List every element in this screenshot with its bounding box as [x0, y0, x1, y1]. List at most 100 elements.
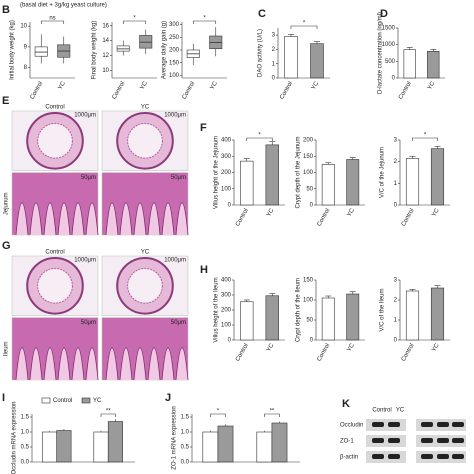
- villus: [43, 347, 57, 381]
- x-tick-label: YC: [311, 80, 321, 91]
- significance-bracket: [122, 20, 147, 24]
- x-tick-label: YC: [346, 342, 356, 353]
- y-tick-label: 150: [169, 60, 180, 66]
- y-axis-label: Villus height of the Ileum: [214, 277, 220, 342]
- y-tick-label: 400: [221, 138, 232, 144]
- significance-bracket: [290, 25, 318, 29]
- y-tick-label: 200: [169, 48, 180, 54]
- significance-label: ns: [49, 16, 55, 22]
- y-tick-label: 100: [303, 298, 314, 304]
- legend-label: Control: [53, 398, 72, 404]
- bar: [265, 295, 279, 341]
- y-tick-label: 1.0: [181, 430, 190, 436]
- villus: [71, 347, 85, 381]
- villus: [29, 202, 43, 236]
- legend-swatch: [41, 397, 51, 404]
- blot-row: Occludin: [340, 423, 363, 429]
- bar: [310, 43, 324, 79]
- x-tick-label: Control: [316, 208, 331, 228]
- blot-band: [388, 422, 400, 427]
- scale-label: 50μm: [81, 320, 96, 326]
- tissue-lumen: [37, 122, 73, 159]
- significance-bracket: [246, 137, 273, 141]
- villus: [15, 347, 29, 381]
- blot-band: [372, 422, 384, 427]
- bar: [240, 301, 254, 341]
- significance-bracket: [100, 413, 116, 417]
- blot-band: [437, 422, 449, 427]
- y-axis-label: Crypt depth of the Jejunum: [296, 136, 302, 208]
- significance-bracket: [412, 137, 438, 141]
- x-tick-label: Control: [316, 343, 331, 363]
- bar: [346, 293, 360, 341]
- x-tick-label: YC: [431, 207, 441, 218]
- y-tick-label: 500: [385, 59, 396, 65]
- x-tick-label: YC: [57, 80, 67, 91]
- y-tick-label: 0: [394, 338, 398, 344]
- tissue-lumen: [127, 122, 163, 159]
- box: [34, 46, 48, 57]
- blot-column: Control: [372, 408, 391, 414]
- significance-bracket: [264, 413, 280, 417]
- villus: [43, 202, 57, 236]
- y-tick-label: 10: [102, 68, 109, 74]
- scale-label: 1000μm: [74, 113, 96, 119]
- significance-label: *: [303, 21, 306, 27]
- y-tick-label: 200: [303, 138, 314, 144]
- bar: [240, 160, 254, 206]
- x-tick-label: Control: [235, 343, 250, 363]
- panel-label: C: [258, 8, 266, 20]
- bar: [284, 36, 298, 79]
- y-tick-label: 2: [394, 159, 398, 165]
- y-tick-label: 0.5: [181, 445, 190, 451]
- y-tick-label: 1: [394, 181, 398, 187]
- y-tick-label: 1000: [382, 42, 396, 48]
- villus: [147, 202, 161, 236]
- y-axis-label: Occludin mRNA expression: [12, 401, 18, 474]
- bar: [430, 148, 445, 206]
- y-axis-label: Final body weight (kg): [92, 21, 98, 80]
- y-tick-label: 10: [20, 24, 27, 30]
- blot-band: [437, 454, 449, 459]
- y-tick-label: 300: [221, 154, 232, 160]
- blot-band: [452, 438, 464, 443]
- blot-band: [421, 454, 433, 459]
- scale-label: 50μm: [171, 175, 186, 181]
- significance-bracket: [210, 413, 226, 417]
- y-tick-label: 3: [394, 138, 398, 144]
- y-tick-label: 50: [306, 318, 313, 324]
- x-tick-label: Control: [398, 81, 413, 101]
- y-tick-label: 8: [24, 65, 28, 71]
- y-tick-label: 50: [306, 186, 313, 192]
- bar: [405, 290, 420, 341]
- x-tick-label: YC: [266, 342, 276, 353]
- significance-label: **: [270, 409, 275, 415]
- y-tick-label: 0: [392, 76, 396, 82]
- villus: [85, 202, 99, 236]
- x-tick-label: Control: [235, 208, 250, 228]
- blot-row: ZO-1: [340, 439, 354, 445]
- villus: [161, 202, 175, 236]
- bar: [321, 297, 335, 341]
- y-axis-label: Crypt depth of the Ileum: [296, 278, 302, 342]
- y-axis-label: D-lactate concentration (ng/ml): [378, 12, 384, 94]
- panel-label: D: [380, 8, 388, 20]
- villus: [175, 347, 189, 381]
- y-tick-label: 150: [303, 154, 314, 160]
- bar: [271, 422, 288, 463]
- significance-label: *: [133, 16, 136, 22]
- villus: [133, 202, 147, 236]
- x-tick-label: YC: [346, 207, 356, 218]
- blot-band: [421, 422, 433, 427]
- significance-label: *: [424, 133, 427, 139]
- x-tick-label: YC: [431, 342, 441, 353]
- y-tick-label: 0: [272, 76, 276, 82]
- y-tick-label: 100: [169, 73, 180, 79]
- significance-bracket: [40, 20, 65, 24]
- caption: (basal diet + 3g/kg yeast culture): [20, 3, 107, 9]
- bar: [321, 164, 335, 206]
- y-tick-label: 1.5: [181, 415, 190, 421]
- y-axis-label: V/C of the Ileum: [380, 288, 386, 331]
- villus: [105, 202, 119, 236]
